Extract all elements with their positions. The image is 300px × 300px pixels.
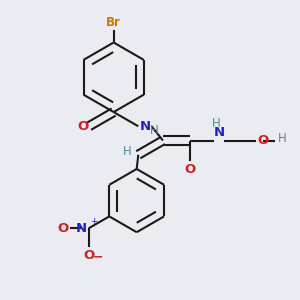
Text: O: O	[258, 134, 269, 147]
Text: O: O	[184, 163, 195, 176]
Text: H: H	[278, 132, 286, 146]
Text: −: −	[93, 250, 104, 263]
Text: H: H	[123, 145, 131, 158]
Text: +: +	[90, 217, 97, 226]
Text: O: O	[58, 222, 69, 235]
Text: N: N	[140, 120, 151, 133]
Text: H: H	[212, 117, 221, 130]
Text: O: O	[83, 249, 94, 262]
Text: N: N	[214, 126, 225, 139]
Text: N: N	[76, 222, 87, 235]
Text: Br: Br	[106, 16, 121, 29]
Text: O: O	[78, 120, 89, 133]
Text: H: H	[150, 124, 159, 136]
